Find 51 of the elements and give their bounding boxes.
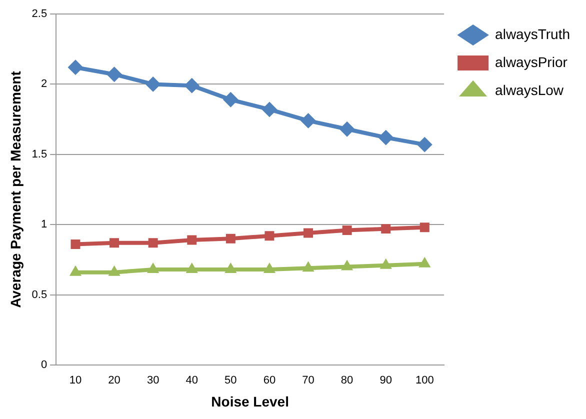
legend-label: alwaysTruth xyxy=(495,26,570,42)
point xyxy=(417,137,432,152)
point xyxy=(70,240,80,249)
x-tick-label: 10 xyxy=(69,374,82,387)
point xyxy=(106,66,122,82)
point xyxy=(340,122,355,137)
point xyxy=(380,258,392,269)
point xyxy=(68,60,83,75)
x-tick-label: 60 xyxy=(263,374,276,387)
x-tick-label: 40 xyxy=(186,374,198,387)
point xyxy=(70,266,82,276)
point xyxy=(302,262,314,272)
point xyxy=(262,102,277,117)
point xyxy=(264,263,276,274)
x-axis-title: Noise Level xyxy=(211,393,289,410)
point xyxy=(147,263,159,274)
point xyxy=(342,225,352,235)
point xyxy=(341,260,353,270)
point xyxy=(146,76,161,92)
point xyxy=(224,263,236,274)
point xyxy=(418,257,430,268)
point xyxy=(304,228,314,238)
point xyxy=(223,92,238,108)
x-tick-label: 80 xyxy=(340,374,354,387)
point xyxy=(184,78,200,94)
y-tick-label: 2.5 xyxy=(32,8,48,20)
x-tick-label: 20 xyxy=(108,374,120,387)
point xyxy=(378,130,394,146)
y-tick-label: 1.5 xyxy=(32,148,48,160)
x-tick-label: 50 xyxy=(224,374,237,387)
y-tick-label: 1 xyxy=(40,218,48,231)
point xyxy=(108,266,120,276)
y-axis-title: Average Payment per Measurement xyxy=(7,70,24,308)
point xyxy=(381,224,391,234)
point xyxy=(300,113,316,128)
x-tick-label: 90 xyxy=(380,374,392,387)
point xyxy=(187,235,197,245)
point xyxy=(148,238,158,248)
x-tick-label: 100 xyxy=(415,374,434,387)
x-tick-label: 30 xyxy=(146,374,160,387)
y-tick-label: 0.5 xyxy=(32,288,48,301)
y-tick-label: 0 xyxy=(40,359,48,372)
legend-label: alwaysLow xyxy=(495,82,564,98)
legend-label: alwaysPrior xyxy=(495,54,568,70)
point xyxy=(264,231,274,241)
point xyxy=(226,234,236,244)
point xyxy=(186,263,198,274)
point xyxy=(110,238,120,248)
point xyxy=(420,222,430,232)
y-tick-label: 2 xyxy=(40,78,48,90)
x-tick-label: 70 xyxy=(302,374,314,387)
